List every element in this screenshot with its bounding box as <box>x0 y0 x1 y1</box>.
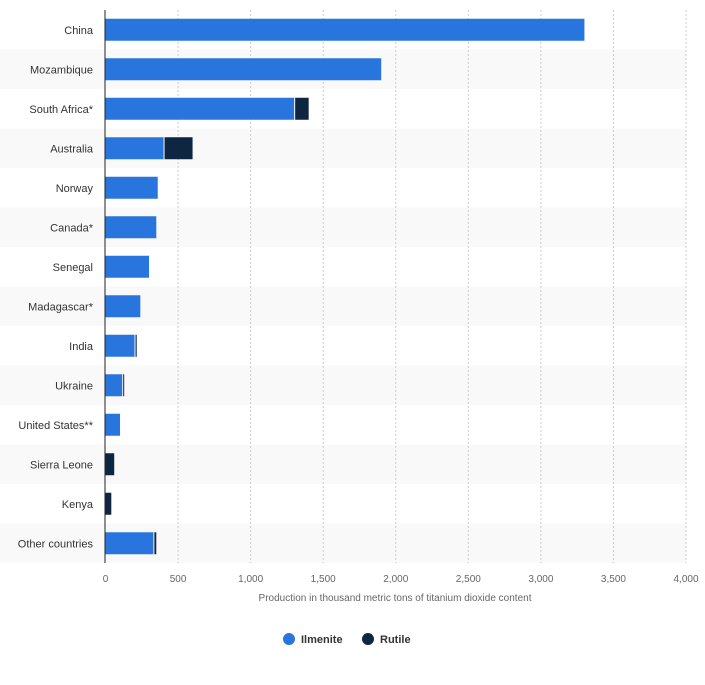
x-tick-label: 1,000 <box>238 574 263 585</box>
x-tick-label: 3,500 <box>601 574 626 585</box>
row-band <box>0 365 686 405</box>
bar-ilmenite <box>105 374 123 397</box>
bar-ilmenite <box>105 58 382 81</box>
x-tick-label: 1,500 <box>311 574 336 585</box>
bar-ilmenite <box>105 137 164 160</box>
bar-ilmenite <box>105 532 154 555</box>
legend: Ilmenite Rutile <box>283 633 411 646</box>
category-label: Norway <box>56 183 94 195</box>
row-band <box>0 444 686 484</box>
row-band <box>0 128 686 168</box>
bar-ilmenite <box>105 97 295 120</box>
bar-ilmenite <box>105 216 157 239</box>
category-label: India <box>69 341 94 353</box>
x-tick-label: 3,000 <box>528 574 553 585</box>
bar-ilmenite <box>105 176 158 199</box>
bar-ilmenite <box>105 255 150 278</box>
bar-rutile <box>105 453 115 476</box>
bar-rutile <box>105 492 112 515</box>
x-axis-title: Production in thousand metric tons of ti… <box>259 593 532 604</box>
category-label: Mozambique <box>30 64 93 76</box>
bar-rutile <box>123 374 125 397</box>
x-tick-label: 4,000 <box>673 574 698 585</box>
category-label: Senegal <box>53 262 93 274</box>
category-label: Kenya <box>62 499 94 511</box>
bar-ilmenite <box>105 334 135 357</box>
legend-marker-ilmenite <box>283 633 295 645</box>
x-tick-label: 0 <box>103 574 109 585</box>
bar-ilmenite <box>105 18 585 41</box>
category-label: Ukraine <box>55 380 93 392</box>
bar-rutile <box>295 97 309 120</box>
category-label: United States** <box>18 420 93 432</box>
x-tick-label: 2,500 <box>456 574 481 585</box>
x-tick-label: 2,000 <box>383 574 408 585</box>
legend-marker-rutile <box>362 633 374 645</box>
legend-label: Ilmenite <box>301 634 343 646</box>
category-label: Madagascar* <box>28 301 94 313</box>
category-label: South Africa* <box>29 104 93 116</box>
bar-ilmenite <box>105 295 141 318</box>
category-label: Canada* <box>50 222 94 234</box>
row-band <box>0 523 686 563</box>
row-band <box>0 207 686 247</box>
row-band <box>0 286 686 326</box>
category-label: China <box>64 25 94 37</box>
category-label: Sierra Leone <box>30 459 93 471</box>
category-label: Australia <box>50 143 94 155</box>
bar-rutile <box>154 532 157 555</box>
bar-rutile <box>135 334 137 357</box>
category-label: Other countries <box>18 538 94 550</box>
x-tick-label: 500 <box>170 574 187 585</box>
bar-rutile <box>164 137 193 160</box>
bar-ilmenite <box>105 413 121 436</box>
legend-label: Rutile <box>380 634 411 646</box>
